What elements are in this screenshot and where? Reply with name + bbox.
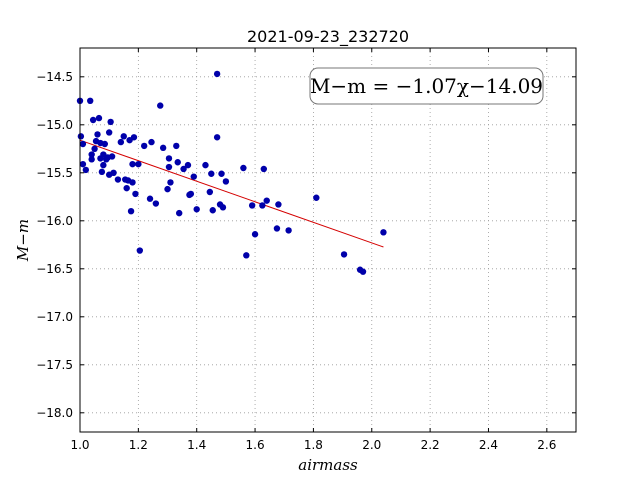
data-point [285,227,292,234]
data-point [120,133,127,140]
data-point [193,206,200,213]
y-tick-label: −16.5 [36,262,73,276]
data-point [243,252,250,259]
x-tick-label: 2.0 [362,438,381,452]
fit-equation: M−m = −1.07χ−14.09 [310,74,543,98]
fit-line-group [79,139,384,248]
data-point [101,140,109,148]
data-point [219,204,227,211]
data-point [248,202,256,209]
data-point [114,176,122,183]
data-point [176,209,183,217]
data-point [117,138,125,146]
data-point [82,166,90,174]
data-point [77,133,85,140]
y-tick-label: −17.0 [36,310,73,324]
data-point [108,153,116,160]
data-point [135,160,142,168]
data-point [263,197,270,204]
data-point [129,179,136,186]
y-tick-label: −18.0 [36,406,73,420]
data-point [98,168,106,176]
data-point [127,208,135,215]
data-point [123,184,130,192]
data-point [359,268,367,275]
data-point [213,70,221,78]
data-point [380,229,387,236]
data-point [340,251,348,258]
y-tick-label: −15.5 [36,166,73,180]
data-point [208,170,215,177]
data-point [180,165,187,173]
data-point [164,185,171,193]
data-point [240,164,247,172]
data-point [152,200,160,207]
data-point [259,202,266,209]
data-point [165,163,173,171]
data-point [146,195,154,202]
data-point [88,156,95,163]
y-tick-label: −16.0 [36,214,73,228]
data-point [157,102,164,109]
chart-title: 2021-09-23_232720 [247,27,409,47]
data-point [148,138,155,146]
data-point [187,190,195,198]
x-tick-label: 2.4 [479,438,498,452]
data-point [190,173,197,180]
data-point [100,161,107,169]
data-point [222,178,230,185]
plot-frame [79,47,577,433]
data-point [94,131,101,138]
y-axis-label: M−m [14,219,32,262]
data-point [129,160,136,168]
data-point [130,134,138,141]
x-tick-label: 1.8 [304,438,323,452]
data-point [206,188,214,196]
data-point [165,155,173,162]
data-point [313,194,320,201]
data-point [174,159,181,166]
data-point [87,97,94,105]
data-point [79,160,87,168]
data-point [218,170,225,177]
data-point [110,169,117,176]
x-tick-label: 1.6 [246,438,265,452]
data-point [273,225,281,232]
x-tick-label: 1.4 [187,438,206,452]
data-points [76,70,387,275]
fit-line [79,139,384,248]
x-tick-label: 2.6 [537,438,556,452]
x-tick-label: 1.2 [129,438,148,452]
data-point [167,179,174,186]
data-point [275,201,282,208]
data-point [105,129,113,136]
data-point [209,207,216,214]
data-point [91,145,98,152]
x-tick-label: 2.2 [421,438,440,452]
x-tick-label: 1.0 [70,438,89,452]
axis-ticks: 1.0 1.2 1.4 1.6 1.8 2.0 2.2 2.4 2.6 −14.5 −15.0 −15… [36,48,576,452]
data-point [213,134,221,141]
data-point [88,151,95,158]
x-axis-label: airmass [298,456,358,474]
data-point [132,190,139,198]
data-point [140,142,148,150]
data-point [251,231,259,238]
data-point [159,144,167,152]
data-point [136,247,144,254]
data-point [107,118,114,126]
data-point [89,116,97,124]
y-tick-label: −14.5 [36,70,73,84]
data-point [173,142,180,150]
data-point [260,165,268,173]
y-tick-label: −17.5 [36,358,73,372]
data-point [184,161,192,169]
data-point [79,140,87,148]
fit-equation-box [309,67,544,105]
data-point [95,114,103,122]
y-tick-label: −15.0 [36,118,73,132]
data-point [202,161,209,169]
